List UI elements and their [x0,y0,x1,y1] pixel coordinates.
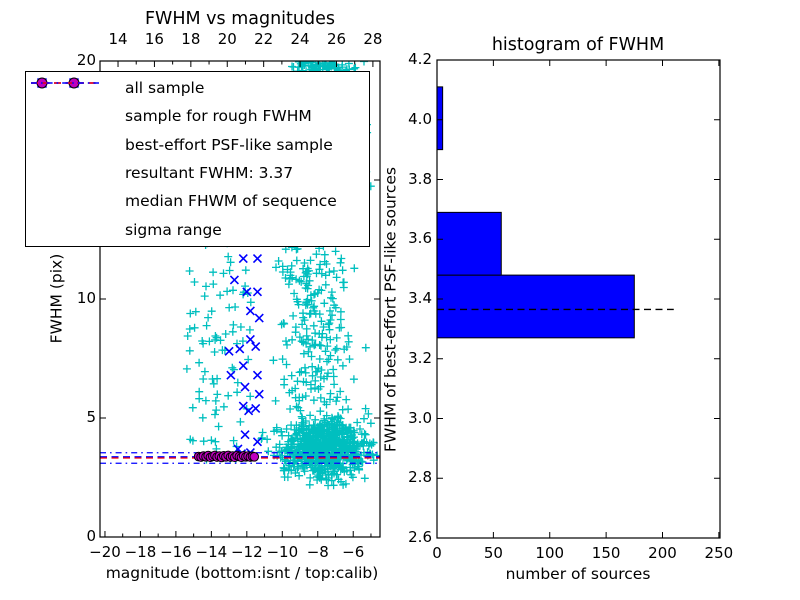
legend-label: all sample [125,79,205,98]
tick-label: 3.6 [408,229,432,248]
tick-label: −6 [342,543,365,561]
tick-label: −18 [124,543,157,561]
tick-label: 28 [363,30,383,48]
right-plot-title: histogram of FWHM [491,35,665,55]
tick-label: 18 [181,30,201,48]
tick-label: 3.4 [408,289,432,307]
tick-label: 250 [704,544,734,562]
legend-item-median-fhwm: median FHWM of sequence [31,82,369,215]
tick-label: 16 [144,30,164,48]
left-plot-x-axis-label: magnitude (bottom:isnt / top:calib) [105,564,379,582]
tick-label: 50 [483,544,503,562]
tick-label: 0 [432,544,442,562]
legend-label: sample for rough FWHM [125,107,312,126]
tick-label: 4.2 [408,50,432,68]
tick-label: −20 [89,543,121,561]
tick-label: 2.8 [408,468,432,487]
red-dashed-line-icon [31,82,115,212]
tick-label: −8 [306,543,329,561]
tick-label: 22 [254,30,274,48]
tick-label: 10 [76,289,96,307]
tick-label: 24 [290,30,310,48]
tick-label: 150 [591,544,621,562]
tick-label: 20 [217,30,237,48]
legend-item-rough-fwhm-sample: sample for rough FWHM [33,77,369,130]
tick-label: 26 [326,30,347,48]
tick-label: 14 [108,30,128,48]
tick-label: 2.6 [408,528,432,546]
circle-marker-icon [33,77,115,156]
blue-dashdot-line-icon [31,82,115,241]
tick-label: 5 [86,408,96,426]
legend-item-psf-like-sample: best-effort PSF-like sample [33,77,369,159]
tick-label: 100 [535,544,565,562]
tick-label: −10 [266,543,299,561]
cross-marker-icon [33,77,115,127]
tick-label: 0 [86,527,96,545]
legend-label: median FHWM of sequence [125,192,337,211]
legend-label: best-effort PSF-like sample [125,135,333,154]
tick-label: −16 [160,543,192,561]
legend-label: sigma range [125,220,222,239]
right-plot-y-axis-label: FWHM of best-effort PSF-like sources [381,167,400,453]
right-plot-x-axis-label: number of sources [505,565,651,583]
left-plot-title: FWHM vs magnitudes [144,9,335,29]
legend-item-resultant-fwhm: resultant FWHM: 3.37 [31,82,369,187]
tick-label: 4.0 [408,109,432,128]
legend-item-sigma-range: sigma range [31,82,369,244]
tick-label: 3.0 [408,408,432,427]
legend-box: all sample sample for rough FWHM best-ef… [25,71,370,247]
tick-label: −14 [195,543,228,561]
tick-label: 3.8 [408,169,432,188]
legend-label: resultant FWHM: 3.37 [125,164,294,183]
blue-dashed-line-icon [31,82,115,184]
tick-label: 3.2 [408,348,432,367]
tick-label: −12 [230,543,263,561]
tick-label: 20 [76,51,96,69]
tick-label: 200 [648,544,677,562]
